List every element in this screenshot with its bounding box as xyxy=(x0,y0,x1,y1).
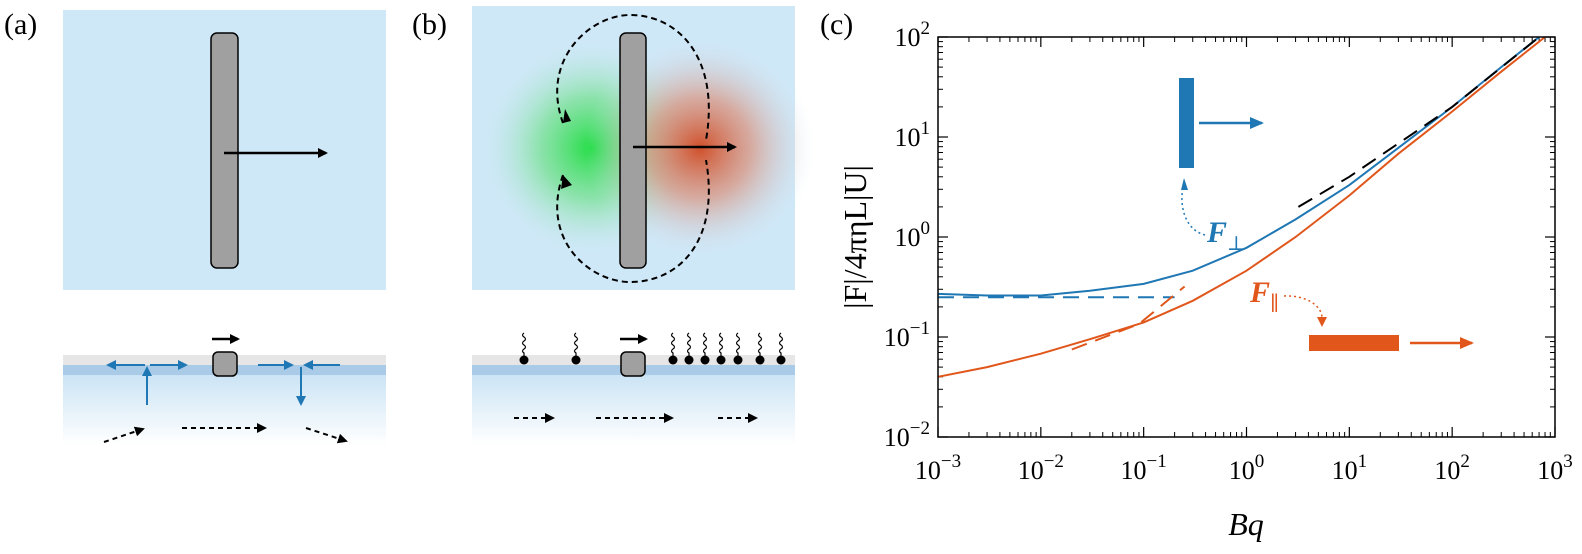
panel-label-c: (c) xyxy=(820,8,854,41)
panel-b-bottom xyxy=(472,332,795,445)
y-tick-label: 102 xyxy=(895,18,931,52)
panel-a-bottom xyxy=(63,334,386,445)
rod-cross-section xyxy=(212,351,238,377)
y-axis-title: |F|/4πηL|U| xyxy=(837,165,873,309)
series-line-1 xyxy=(937,36,1546,378)
parallel-rod-icon xyxy=(1309,335,1399,351)
rod xyxy=(210,32,239,269)
surfactant-heads xyxy=(519,355,786,365)
panel-b-top xyxy=(472,6,815,290)
x-tick-label: 100 xyxy=(1229,451,1265,485)
pointer-arrowhead xyxy=(1181,178,1188,190)
pointer-arrowhead xyxy=(1317,317,1327,327)
x-axis-title: Bq xyxy=(1228,506,1264,542)
recirculation-path xyxy=(556,159,710,284)
y-tick-label: 100 xyxy=(895,218,931,252)
panel-a-top xyxy=(63,10,386,290)
perp-label-pointer xyxy=(1181,182,1206,236)
recirculation-path xyxy=(556,13,710,141)
x-tick-label: 102 xyxy=(1434,451,1470,485)
rod xyxy=(619,32,647,269)
surfactant-molecules xyxy=(521,332,784,357)
x-tick-label: 103 xyxy=(1537,451,1573,485)
path-arrowhead xyxy=(563,109,571,123)
perpendicular-force-label: F⊥ xyxy=(1206,216,1246,255)
x-tick-label: 10−2 xyxy=(1018,451,1064,485)
x-tick-label: 10−3 xyxy=(915,451,961,485)
panel-label-a: (a) xyxy=(4,8,38,41)
x-tick-label: 10−1 xyxy=(1121,451,1167,485)
parallel-force-label: F∥ xyxy=(1249,276,1279,315)
rod-cross-section xyxy=(620,351,646,377)
x-tick-label: 101 xyxy=(1332,451,1368,485)
series-line-4 xyxy=(1297,36,1540,208)
bulk-flow-arrow xyxy=(305,427,348,444)
plot-frame xyxy=(937,36,1556,438)
y-tick-label: 101 xyxy=(895,118,931,152)
bulk-flow-arrow xyxy=(103,426,145,443)
y-tick-label: 10−2 xyxy=(884,418,930,452)
panel-label-b: (b) xyxy=(412,8,447,41)
y-tick-label: 10−1 xyxy=(884,318,930,352)
par-label-pointer xyxy=(1283,295,1323,319)
y-axis-title-text: |F|/4πηL|U| xyxy=(837,165,873,309)
series-line-0 xyxy=(937,36,1540,297)
force-chart: 10−3 10−2 10−1 100 101 102 10310−210−110010110… xyxy=(837,18,1573,542)
perpendicular-rod-icon xyxy=(1179,78,1194,168)
series-line-3 xyxy=(1071,285,1186,351)
path-arrowhead xyxy=(561,175,572,189)
